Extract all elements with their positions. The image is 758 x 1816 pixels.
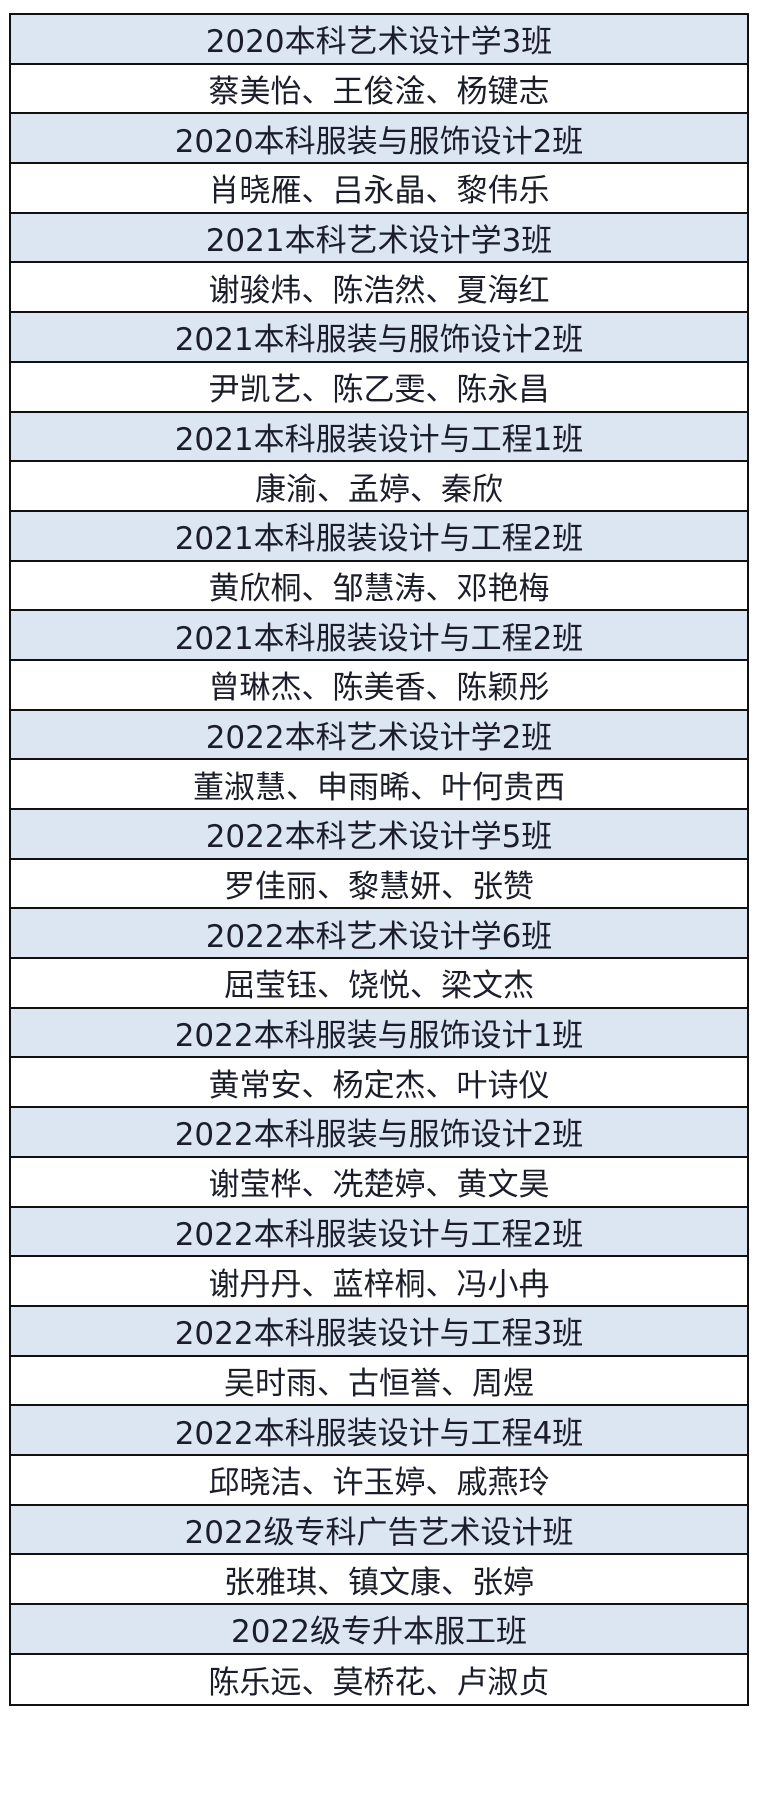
class-name-row: 2022级专科广告艺术设计班	[11, 1505, 747, 1556]
class-name-row: 2022本科服装设计与工程3班	[11, 1306, 747, 1357]
student-names-row: 黄常安、杨定杰、叶诗仪	[11, 1058, 747, 1109]
class-name-row: 2022本科服装设计与工程4班	[11, 1406, 747, 1456]
student-names-row: 谢丹丹、蓝梓桐、冯小冉	[11, 1257, 747, 1307]
student-names-row: 陈乐远、莫桥花、卢淑贞	[11, 1654, 747, 1705]
student-names-row: 屈莹钰、饶悦、梁文杰	[11, 959, 747, 1009]
student-names-row: 曾琳杰、陈美香、陈颖彤	[11, 660, 747, 711]
class-name-row: 2022本科服装与服饰设计1班	[11, 1008, 747, 1059]
class-name-row: 2022本科服装与服饰设计2班	[11, 1108, 747, 1158]
student-names-row: 罗佳丽、黎慧妍、张赞	[11, 859, 747, 910]
class-name-row: 2021本科服装设计与工程2班	[11, 611, 747, 661]
class-name-row: 2022本科服装设计与工程2班	[11, 1207, 747, 1258]
student-names-row: 谢莹桦、冼楚婷、黄文昊	[11, 1157, 747, 1208]
student-names-row: 张雅琪、镇文康、张婷	[11, 1555, 747, 1605]
student-names-row: 蔡美怡、王俊淦、杨键志	[11, 64, 747, 115]
class-name-row: 2022本科艺术设计学5班	[11, 810, 747, 860]
class-name-row: 2021本科艺术设计学3班	[11, 213, 747, 264]
class-name-row: 2020本科服装与服饰设计2班	[11, 114, 747, 165]
class-name-row: 2022级专升本服工班	[11, 1605, 747, 1655]
class-name-row: 2021本科服装与服饰设计2班	[11, 313, 747, 363]
student-names-row: 吴时雨、古恒誉、周煜	[11, 1356, 747, 1407]
class-name-row: 2021本科服装设计与工程1班	[11, 412, 747, 463]
student-names-row: 尹凯艺、陈乙雯、陈永昌	[11, 362, 747, 413]
student-names-row: 黄欣桐、邹慧涛、邓艳梅	[11, 561, 747, 612]
student-names-row: 肖晓雁、吕永晶、黎伟乐	[11, 164, 747, 214]
class-name-row: 2020本科艺术设计学3班	[11, 15, 747, 65]
student-names-row: 谢骏炜、陈浩然、夏海红	[11, 263, 747, 314]
class-roster-table: 2020本科艺术设计学3班 蔡美怡、王俊淦、杨键志 2020本科服装与服饰设计2班肖…	[9, 13, 749, 1707]
class-name-row: 2022本科艺术设计学2班	[11, 710, 747, 761]
student-names-row: 董淑慧、申雨晞、叶何贵西	[11, 760, 747, 810]
student-names-row: 邱晓洁、许玉婷、戚燕玲	[11, 1455, 747, 1506]
class-name-row: 2022本科艺术设计学6班	[11, 909, 747, 960]
student-names-row: 康渝、孟婷、秦欣	[11, 462, 747, 512]
class-name-row: 2021本科服装设计与工程2班	[11, 511, 747, 562]
